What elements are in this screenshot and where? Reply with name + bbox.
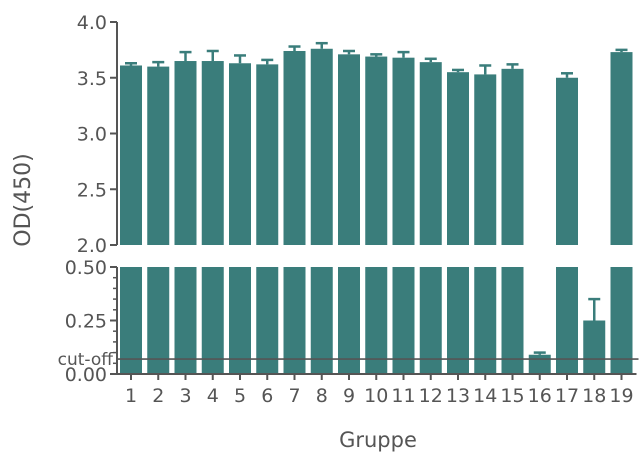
bar-lower-segment [474, 267, 497, 374]
bar [474, 74, 497, 245]
x-axis-label: Gruppe [339, 428, 417, 452]
x-tick-label: 18 [582, 385, 606, 407]
y-tick-label-lower: 0.50 [65, 257, 107, 279]
bar-lower-segment [556, 267, 578, 374]
bar [583, 320, 606, 374]
x-tick-label: 3 [179, 385, 191, 407]
x-tick-label: 10 [364, 385, 388, 407]
bar-lower-segment [120, 267, 142, 374]
bar-lower-segment [147, 267, 170, 374]
bar-lower-segment [392, 267, 415, 374]
bar-lower-segment [419, 267, 442, 374]
bar [528, 354, 551, 374]
bar [310, 48, 333, 246]
bar [556, 77, 578, 245]
bars-layer [120, 48, 633, 374]
bar [419, 62, 442, 245]
bar-lower-segment [256, 267, 279, 374]
bar [147, 66, 170, 245]
y-tick-label-lower: 0.00 [65, 364, 107, 386]
x-tick-label: 15 [500, 385, 524, 407]
bar-lower-segment [229, 267, 251, 374]
x-tick-label: 5 [234, 385, 246, 407]
bar [338, 54, 360, 246]
x-tick-label: 16 [528, 385, 552, 407]
y-tick-label-upper: 3.5 [77, 68, 107, 90]
bar [229, 63, 251, 245]
bar [501, 68, 524, 245]
bar [256, 64, 279, 246]
bar-lower-segment [338, 267, 360, 374]
axes-layer [110, 21, 639, 380]
y-tick-label-upper: 3.0 [77, 124, 107, 146]
bar-lower-segment [610, 267, 633, 374]
x-tick-label: 14 [473, 385, 497, 407]
x-tick-label: 6 [261, 385, 273, 407]
y-tick-label-upper: 4.0 [77, 12, 107, 34]
y-tick-label-lower: 0.25 [65, 311, 107, 333]
error-bars-layer [125, 41, 628, 355]
x-tick-label: 2 [152, 385, 164, 407]
bar [174, 61, 197, 246]
bar-lower-segment [174, 267, 197, 374]
bar [447, 72, 469, 245]
y-tick-label-upper: 2.0 [77, 235, 107, 257]
bar-lower-segment [501, 267, 524, 374]
bar [392, 57, 415, 246]
bar-lower-segment [447, 267, 469, 374]
y-axis-label: OD(450) [11, 153, 36, 246]
x-tick-label: 17 [555, 385, 579, 407]
x-tick-label: 13 [446, 385, 470, 407]
y-tick-label-upper: 2.5 [77, 179, 107, 201]
x-tick-label: 4 [207, 385, 219, 407]
x-tick-label: 11 [391, 385, 415, 407]
bar [120, 65, 142, 245]
x-tick-label: 1 [125, 385, 137, 407]
bar-lower-segment [283, 267, 306, 374]
x-tick-label: 12 [419, 385, 443, 407]
x-tick-label: 7 [288, 385, 300, 407]
bar-lower-segment [365, 267, 388, 374]
x-tick-label: 19 [609, 385, 633, 407]
bar [283, 50, 306, 245]
x-tick-label: 9 [343, 385, 355, 407]
bar-lower-segment [310, 267, 333, 374]
x-tick-label: 8 [316, 385, 328, 407]
cutoff-label: cut-off [58, 350, 115, 370]
bar-lower-segment [201, 267, 224, 374]
bar [201, 61, 224, 246]
bar [610, 52, 633, 246]
bar [365, 56, 388, 245]
